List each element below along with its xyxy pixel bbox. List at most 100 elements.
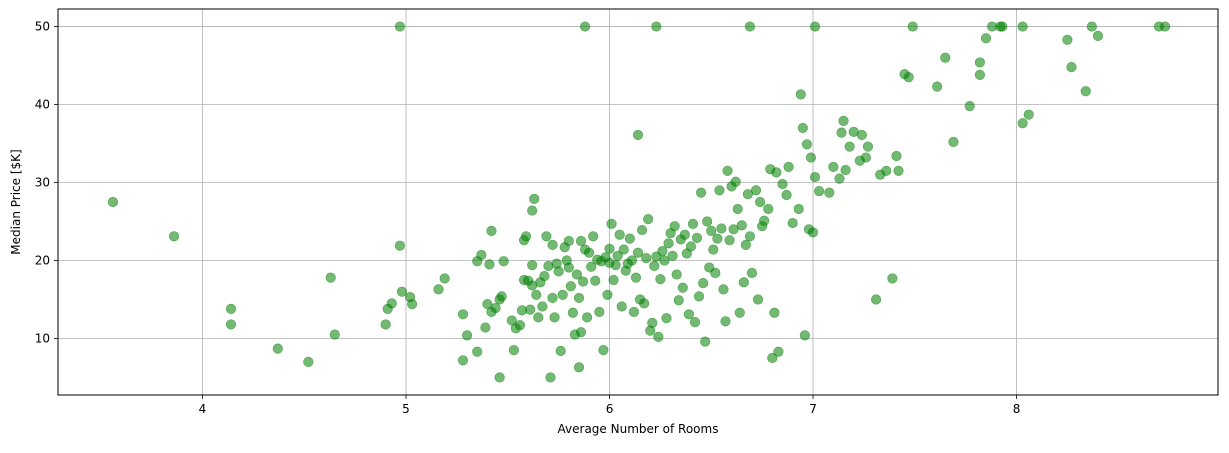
scatter-point xyxy=(547,239,558,250)
scatter-point xyxy=(807,227,819,238)
scatter-point xyxy=(974,69,985,80)
scatter-point xyxy=(1017,118,1028,129)
scatter-point xyxy=(533,312,544,323)
scatter-point xyxy=(539,270,550,282)
scatter-point xyxy=(573,362,585,373)
scatter-point xyxy=(380,319,391,330)
scatter-point xyxy=(590,275,601,286)
scatter-point xyxy=(730,176,741,187)
scatter-point xyxy=(716,223,727,234)
scatter-point xyxy=(742,189,753,200)
scatter-point xyxy=(759,215,770,226)
scatter-point xyxy=(903,72,914,83)
scatter-point xyxy=(484,259,495,270)
scatter-point xyxy=(407,299,418,310)
scatter-point xyxy=(630,272,642,283)
scatter-point xyxy=(860,152,872,163)
scatter-point xyxy=(844,141,855,152)
scatter-point xyxy=(657,246,668,257)
scatter-point xyxy=(433,284,444,295)
scatter-point xyxy=(671,269,682,280)
scatter-point xyxy=(494,372,505,383)
scatter-point xyxy=(1080,86,1091,97)
scatter-point xyxy=(738,277,749,288)
scatter-point xyxy=(563,262,574,273)
scatter-point xyxy=(531,289,542,300)
scatter-point xyxy=(632,129,644,141)
scatter-point xyxy=(724,235,735,246)
scatter-point xyxy=(834,173,845,184)
scatter-point xyxy=(527,205,538,216)
scatter-point xyxy=(689,316,701,328)
y-tick-label: 30 xyxy=(35,176,50,190)
scatter-point xyxy=(394,240,405,251)
scatter-point xyxy=(616,301,627,312)
scatter-point xyxy=(771,167,782,178)
scatter-point xyxy=(577,276,589,287)
scatter-point xyxy=(225,303,237,314)
scatter-point xyxy=(809,21,821,32)
scatter-point xyxy=(797,122,808,134)
scatter-point xyxy=(828,161,839,173)
scatter-point xyxy=(520,231,532,242)
scatter-point xyxy=(107,196,119,208)
points-layer xyxy=(107,21,1171,383)
scatter-point xyxy=(606,218,617,229)
scatter-point xyxy=(891,150,902,162)
scatter-point xyxy=(641,253,652,264)
scatter-point xyxy=(168,231,180,242)
scatter-point xyxy=(856,129,867,141)
scatter-point xyxy=(781,189,792,201)
scatter-point xyxy=(1066,61,1077,73)
scatter-point xyxy=(740,239,751,250)
scatter-point xyxy=(439,273,450,284)
scatter-point xyxy=(610,260,621,271)
scatter-point xyxy=(594,306,605,318)
y-tick-label: 20 xyxy=(35,253,50,267)
scatter-point xyxy=(787,217,798,229)
scatter-point xyxy=(555,345,566,357)
scatter-point xyxy=(708,244,719,255)
scatter-point xyxy=(750,185,762,196)
scatter-point xyxy=(769,307,780,318)
scatter-point xyxy=(225,319,237,330)
x-tick-label: 8 xyxy=(1013,402,1021,416)
x-axis-label: Average Number of Rooms xyxy=(558,422,719,436)
scatter-point xyxy=(693,291,705,302)
scatter-point xyxy=(514,320,526,331)
scatter-point xyxy=(685,241,697,252)
scatter-point xyxy=(814,185,825,197)
scatter-point xyxy=(702,216,713,227)
scatter-point xyxy=(329,329,340,340)
scatter-point xyxy=(887,273,898,284)
y-tick-label: 50 xyxy=(35,20,50,34)
scatter-point xyxy=(862,141,874,152)
scatter-point xyxy=(549,312,560,323)
scatter-point xyxy=(602,289,613,300)
scatter-point xyxy=(661,313,672,324)
scatter-point xyxy=(604,243,615,254)
scatter-point xyxy=(677,282,688,293)
scatter-point xyxy=(457,355,469,366)
scatter-point xyxy=(793,203,804,215)
scatter-point xyxy=(695,187,707,198)
scatter-point xyxy=(461,330,473,341)
ticks-layer: 4 5 6 7 8 10 20 30 40 50 xyxy=(35,20,1021,416)
scatter-point xyxy=(700,336,711,347)
scatter-point xyxy=(783,161,794,173)
scatter-point xyxy=(624,233,635,244)
scatter-point xyxy=(744,231,756,242)
x-tick-label: 7 xyxy=(809,402,817,416)
scatter-point xyxy=(679,229,690,240)
scatter-point xyxy=(710,267,721,279)
scatter-point xyxy=(480,322,491,333)
scatter-point xyxy=(1092,30,1104,42)
scatter-point xyxy=(809,171,821,183)
scatter-point xyxy=(618,244,629,255)
scatter-point xyxy=(498,256,509,267)
scatter-point xyxy=(394,21,405,32)
scatter-point xyxy=(732,203,743,215)
scatter-point xyxy=(687,218,699,229)
